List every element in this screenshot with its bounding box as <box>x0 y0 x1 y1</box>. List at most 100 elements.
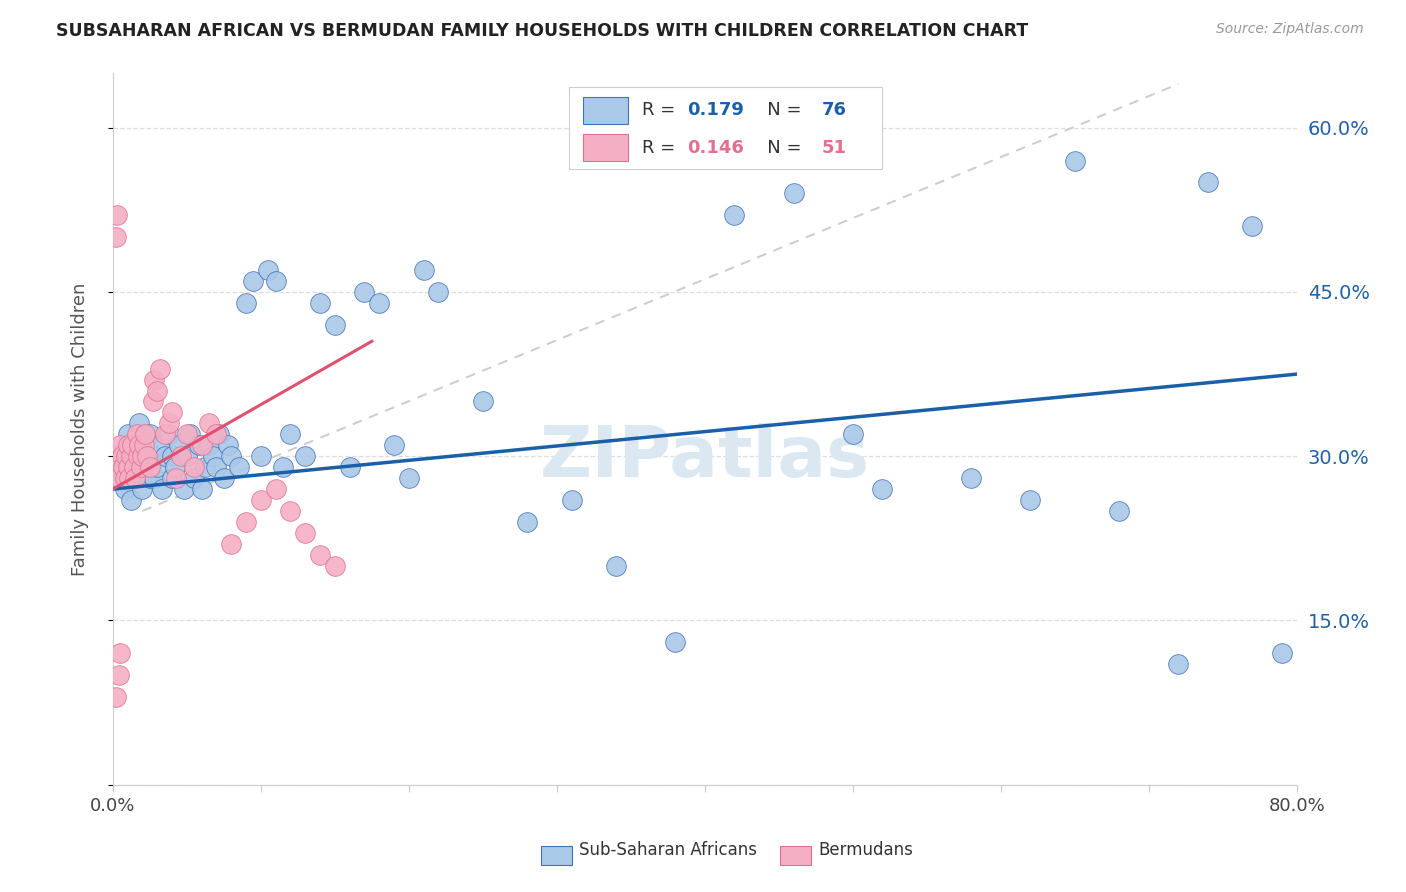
Point <box>107 471 129 485</box>
Point <box>135 449 157 463</box>
Point <box>1271 646 1294 660</box>
Y-axis label: Family Households with Children: Family Households with Children <box>72 282 89 575</box>
Point <box>516 515 538 529</box>
Text: 76: 76 <box>823 101 846 120</box>
Point <box>129 460 152 475</box>
Point <box>605 558 627 573</box>
Text: 51: 51 <box>823 139 846 157</box>
Point <box>872 482 894 496</box>
Point <box>664 635 686 649</box>
Text: Source: ZipAtlas.com: Source: ZipAtlas.com <box>1216 22 1364 37</box>
Point <box>124 438 146 452</box>
Point <box>427 285 450 299</box>
Point <box>194 460 217 475</box>
Point <box>323 318 346 332</box>
Point <box>104 690 127 705</box>
Bar <box>583 135 628 161</box>
Point <box>132 438 155 452</box>
Text: 0.179: 0.179 <box>688 101 744 120</box>
Point <box>157 427 180 442</box>
Point <box>118 471 141 485</box>
Point <box>110 438 132 452</box>
Point <box>114 471 136 485</box>
Point <box>271 460 294 475</box>
Point <box>187 438 209 452</box>
Point <box>122 460 145 475</box>
Point <box>127 449 149 463</box>
Point <box>117 460 139 475</box>
Point <box>107 668 129 682</box>
Text: ZIPatlas: ZIPatlas <box>540 423 870 491</box>
Point <box>198 438 221 452</box>
Point <box>198 417 221 431</box>
Point <box>169 438 191 452</box>
Point <box>294 525 316 540</box>
Point <box>121 438 143 452</box>
Point <box>149 361 172 376</box>
Point <box>112 460 135 475</box>
Point <box>146 460 169 475</box>
Point <box>131 482 153 496</box>
Point <box>105 208 128 222</box>
Point <box>309 296 332 310</box>
Point <box>111 449 134 463</box>
Point <box>160 405 183 419</box>
Point <box>149 438 172 452</box>
Point <box>117 460 139 475</box>
Point <box>131 449 153 463</box>
Point <box>120 449 142 463</box>
Point <box>142 449 165 463</box>
Point <box>782 186 804 201</box>
Point <box>1063 153 1085 168</box>
Text: SUBSAHARAN AFRICAN VS BERMUDAN FAMILY HOUSEHOLDS WITH CHILDREN CORRELATION CHART: SUBSAHARAN AFRICAN VS BERMUDAN FAMILY HO… <box>56 22 1029 40</box>
Point <box>143 471 166 485</box>
Point <box>115 449 138 463</box>
Point <box>228 460 250 475</box>
Point <box>143 373 166 387</box>
Point <box>125 427 148 442</box>
Point <box>160 471 183 485</box>
Point <box>1167 657 1189 672</box>
Point <box>1019 493 1042 508</box>
Point <box>309 548 332 562</box>
Point <box>264 482 287 496</box>
Point <box>257 263 280 277</box>
Point <box>208 427 231 442</box>
Point <box>124 471 146 485</box>
Point <box>217 438 239 452</box>
Point <box>323 558 346 573</box>
Text: Bermudans: Bermudans <box>818 841 912 859</box>
Point <box>134 427 156 442</box>
Text: Sub-Saharan Africans: Sub-Saharan Africans <box>579 841 758 859</box>
Point <box>280 504 302 518</box>
Point <box>163 460 186 475</box>
Point <box>128 417 150 431</box>
Point <box>202 449 225 463</box>
Text: R =: R = <box>643 139 681 157</box>
Point <box>139 460 162 475</box>
Point <box>170 449 193 463</box>
Point <box>139 427 162 442</box>
Point <box>190 482 212 496</box>
Point <box>160 449 183 463</box>
Point <box>173 482 195 496</box>
Point <box>150 482 173 496</box>
Point <box>125 449 148 463</box>
Point <box>561 493 583 508</box>
Point <box>1197 176 1219 190</box>
Point <box>212 471 235 485</box>
Point <box>110 471 132 485</box>
Point <box>179 427 201 442</box>
Point <box>176 427 198 442</box>
Point <box>1108 504 1130 518</box>
Point <box>117 438 139 452</box>
Point <box>842 427 865 442</box>
Point <box>235 296 257 310</box>
Point <box>190 438 212 452</box>
Point <box>131 438 153 452</box>
Point <box>134 460 156 475</box>
Point <box>114 482 136 496</box>
Text: N =: N = <box>749 101 807 120</box>
Text: 0.146: 0.146 <box>688 139 744 157</box>
Text: N =: N = <box>749 139 807 157</box>
